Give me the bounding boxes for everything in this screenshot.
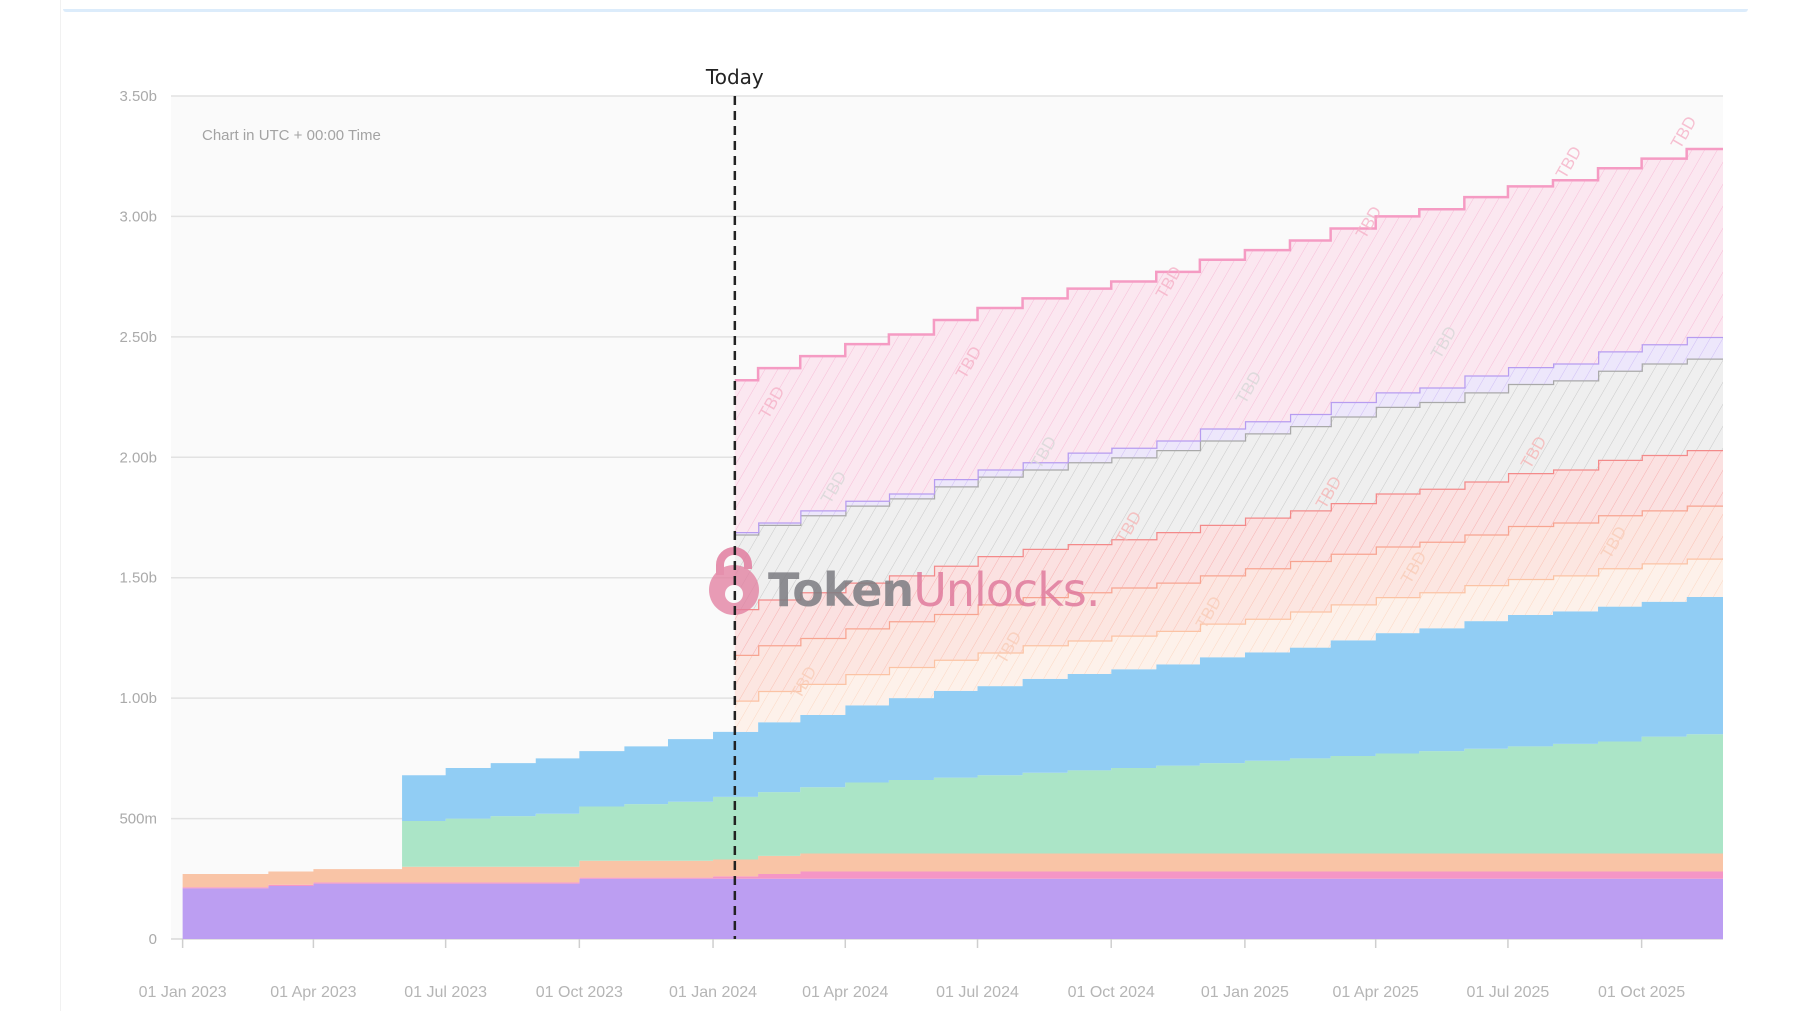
x-tick-label: 01 Jan 2025 — [1201, 984, 1289, 1001]
y-tick-label: 1.50b — [119, 570, 157, 587]
series-hatch — [734, 558, 1723, 732]
y-tick-label: 1.00b — [119, 690, 157, 707]
x-tick-label: 01 Jul 2023 — [404, 984, 487, 1001]
today-label: Today — [705, 65, 764, 89]
y-tick-label: 3.00b — [119, 208, 157, 225]
y-tick-label: 500m — [119, 811, 157, 828]
y-tick-label: 2.50b — [119, 329, 157, 346]
x-tick-label: 01 Jan 2024 — [669, 984, 757, 1001]
x-tick-label: 01 Jul 2024 — [936, 984, 1019, 1001]
x-tick-label: 01 Apr 2024 — [802, 984, 888, 1001]
series-hatch — [734, 450, 1723, 655]
series-fill — [182, 871, 1723, 889]
tokenunlocks-watermark: TokenUnlocks. — [709, 547, 1100, 617]
x-tick-label: 01 Oct 2024 — [1068, 984, 1155, 1001]
watermark-unlocks: Unlocks. — [913, 563, 1099, 617]
x-tick-label: 01 Apr 2025 — [1333, 984, 1419, 1001]
series-area — [402, 596, 1724, 821]
svg-text:TokenUnlocks.: TokenUnlocks. — [768, 563, 1099, 617]
lock-logo-icon — [709, 547, 759, 615]
x-tick-label: 01 Jul 2025 — [1467, 984, 1550, 1001]
series-area — [182, 853, 1723, 888]
x-tick-label: 01 Apr 2023 — [270, 984, 356, 1001]
x-axis: 01 Jan 2023 01 Apr 2023 01 Jul 2023 01 Oct … — [139, 939, 1685, 1001]
series-hatch — [734, 358, 1723, 610]
y-tick-label: 2.00b — [119, 449, 157, 466]
y-axis: 0 500m 1.00b 1.50b 2.00b 2.50b 3.00b 3.50b — [119, 88, 157, 948]
stacked-areas — [182, 147, 1724, 939]
y-tick-label: 3.50b — [119, 88, 157, 105]
series-hatch — [734, 505, 1723, 701]
series-area — [182, 871, 1723, 889]
series-top-line — [734, 147, 1723, 382]
series-fill — [402, 734, 1724, 867]
series-hatch — [734, 148, 1723, 532]
x-tick-label: 01 Oct 2023 — [536, 984, 623, 1001]
series-area — [182, 878, 1723, 939]
card-top-border — [63, 9, 1748, 12]
x-tick-label: 01 Oct 2025 — [1598, 984, 1685, 1001]
series-area — [402, 734, 1724, 867]
timezone-note: Chart in UTC + 00:00 Time — [202, 127, 381, 144]
watermark-token: Token — [768, 563, 913, 617]
series-fill — [182, 878, 1723, 939]
series-area-tbd — [734, 147, 1723, 532]
x-tick-label: 01 Jan 2023 — [139, 984, 227, 1001]
series-hatch — [734, 336, 1723, 535]
chart-card — [60, 0, 1751, 1011]
y-tick-label: 0 — [149, 931, 157, 948]
series-fill — [182, 853, 1723, 888]
series-fill — [402, 596, 1724, 821]
